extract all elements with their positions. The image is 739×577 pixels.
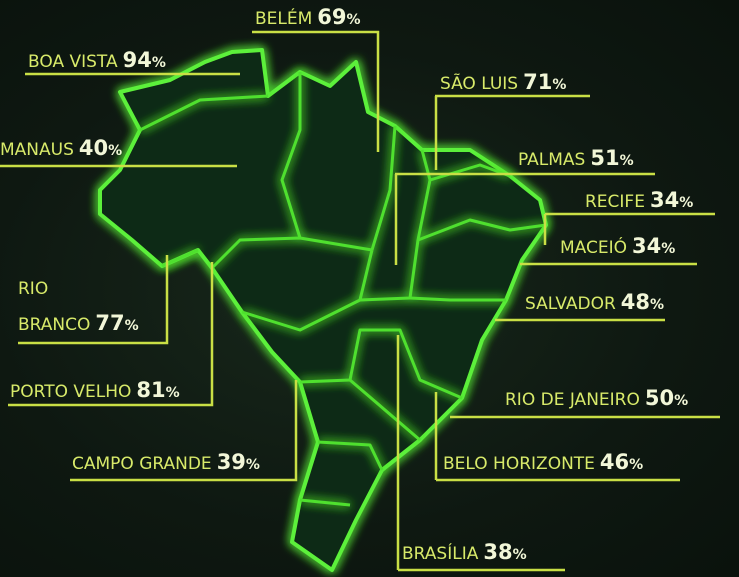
city-name: RIO DE JANEIRO: [505, 390, 640, 410]
unit: %: [108, 143, 123, 159]
city-value: 39: [216, 450, 246, 474]
city-value: 34: [632, 234, 662, 258]
city-value: 48: [620, 290, 651, 314]
city-value: 71: [523, 70, 553, 94]
city-name: BELO HORIZONTE: [443, 454, 595, 474]
city-name: BRASÍLIA: [402, 544, 479, 564]
city-name: PORTO VELHO: [10, 382, 132, 402]
city-name: RECIFE: [585, 192, 645, 212]
city-name: SÃO LUIS: [440, 74, 519, 94]
city-name: CAMPO GRANDE: [72, 454, 212, 474]
unit: %: [619, 153, 634, 169]
unit: %: [679, 195, 694, 211]
city-value: 69: [317, 5, 347, 29]
unit: %: [245, 457, 260, 473]
unit: %: [346, 12, 361, 28]
unit: %: [124, 318, 139, 334]
city-name: BOA VISTA: [28, 52, 118, 72]
city-label: BRASÍLIA 38%: [402, 538, 527, 569]
city-name: PALMAS: [518, 150, 586, 170]
city-label: BELO HORIZONTE 46%: [443, 448, 643, 479]
city-name: MACEIÓ: [560, 238, 628, 258]
city-value: 94: [122, 48, 152, 72]
leader-lines: [0, 30, 720, 572]
city-value: 38: [483, 540, 513, 564]
unit: %: [661, 241, 676, 257]
unit: %: [674, 393, 689, 409]
unit: %: [512, 547, 527, 563]
city-label: MACEIÓ 34%: [560, 232, 675, 263]
city-name: SALVADOR: [525, 294, 616, 314]
state-borders: [139, 72, 547, 507]
city-label: RECIFE 34%: [585, 186, 693, 217]
city-value: 46: [599, 450, 630, 474]
city-label: PALMAS 51%: [518, 144, 634, 175]
city-label: CAMPO GRANDE 39%: [72, 448, 260, 479]
city-value: 51: [590, 146, 620, 170]
city-label: RIO DE JANEIRO 50%: [505, 384, 688, 415]
city-value: 81: [136, 378, 166, 402]
city-label: BELÉM 69%: [255, 3, 361, 34]
unit: %: [165, 385, 180, 401]
city-name: MANAUS: [0, 140, 74, 160]
unit: %: [650, 297, 665, 313]
city-label: SÃO LUIS 71%: [440, 68, 566, 99]
unit: %: [151, 55, 166, 71]
city-value: 50: [644, 386, 675, 410]
city-label: PORTO VELHO 81%: [10, 376, 180, 407]
city-value: 34: [649, 188, 680, 212]
city-value: 40: [78, 136, 109, 160]
city-name: RIO BRANCO: [18, 279, 91, 335]
city-label: BOA VISTA 94%: [28, 46, 166, 77]
unit: %: [552, 77, 567, 93]
unit: %: [629, 457, 644, 473]
city-label: MANAUS 40%: [0, 134, 122, 165]
city-name: BELÉM: [255, 9, 313, 29]
city-value: 77: [95, 311, 125, 335]
city-label: SALVADOR 48%: [525, 288, 664, 319]
city-label: RIO BRANCO 77%: [18, 272, 178, 343]
